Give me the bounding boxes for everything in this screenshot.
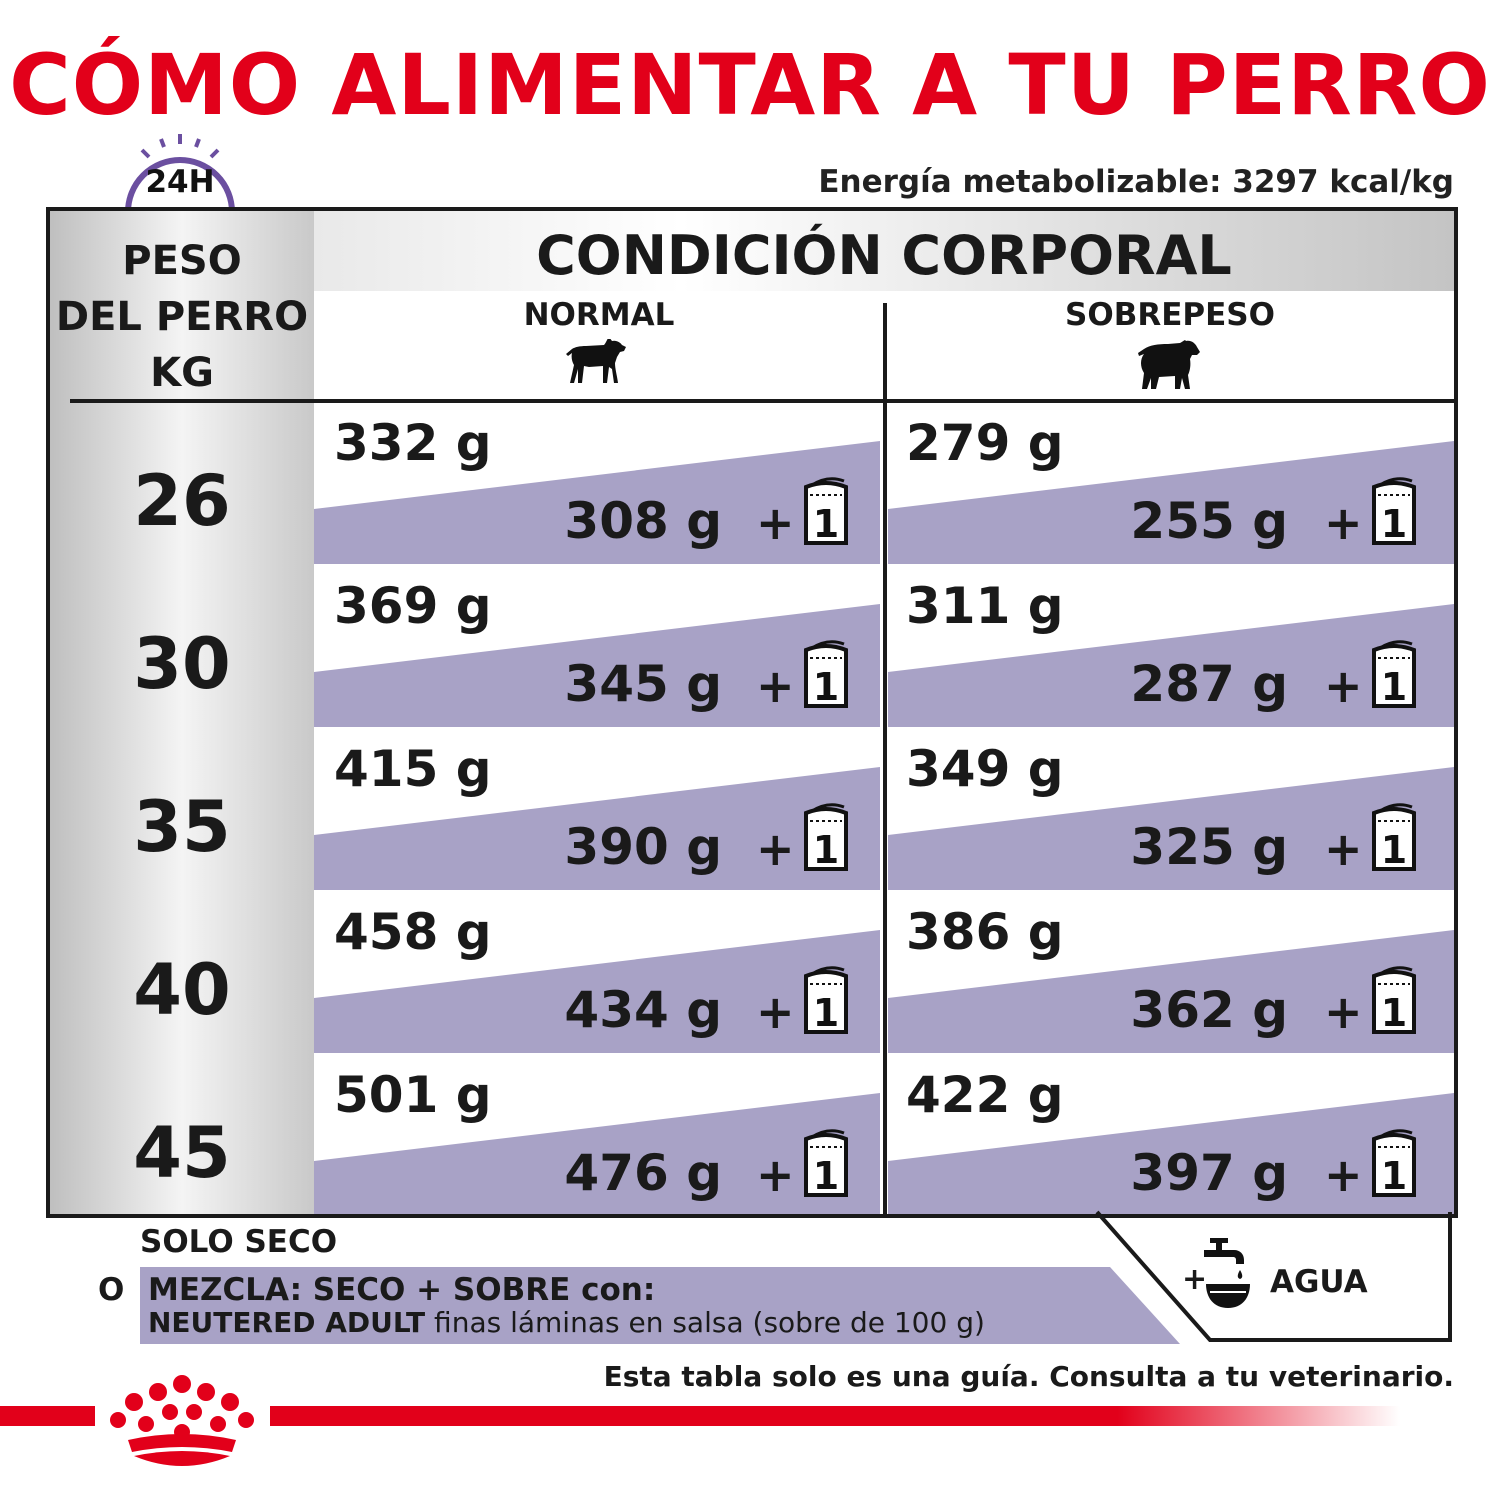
legend-or: O xyxy=(98,1272,125,1308)
normal-plus-sign: + xyxy=(756,822,795,876)
pouch-count: 1 xyxy=(813,665,839,708)
overweight-plus-sign: + xyxy=(1324,822,1363,876)
legend-graphics xyxy=(140,1210,1452,1344)
normal-pouch-icon: 1 xyxy=(804,803,848,871)
weight-kg-value: 30 xyxy=(133,623,231,705)
overweight-mix-amount: 287 g xyxy=(1130,655,1288,713)
overweight-pouch-icon: 1 xyxy=(1372,966,1416,1034)
normal-pouch-icon: 1 xyxy=(804,966,848,1034)
weight-kg-value: 26 xyxy=(133,460,231,542)
normal-pouch-icon: 1 xyxy=(804,640,848,708)
overweight-pouch-icon: 1 xyxy=(1372,803,1416,871)
water-label: AGUA xyxy=(1270,1264,1368,1300)
overweight-mix-band xyxy=(888,767,1454,890)
normal-mix-band xyxy=(314,930,880,1053)
normal-mix-band xyxy=(314,767,880,890)
overweight-dry-amount: 311 g xyxy=(906,577,1064,635)
water-tap-bowl-icon xyxy=(1204,1238,1250,1308)
normal-mix-band xyxy=(314,441,880,564)
overweight-pouch-icon: 1 xyxy=(1372,1129,1416,1197)
normal-plus-sign: + xyxy=(756,1148,795,1202)
condition-header: CONDICIÓN CORPORAL xyxy=(536,224,1232,287)
normal-mix-amount: 434 g xyxy=(564,981,722,1039)
overweight-plus-sign: + xyxy=(1324,496,1363,550)
pouch-count: 1 xyxy=(1381,991,1407,1034)
legend-product-desc: finas láminas en salsa (sobre de 100 g) xyxy=(425,1306,985,1339)
normal-mix-band xyxy=(314,1093,880,1214)
weight-kg-value: 45 xyxy=(133,1112,231,1194)
page-title: CÓMO ALIMENTAR A TU PERRO xyxy=(9,36,1491,134)
overweight-plus-sign: + xyxy=(1324,1148,1363,1202)
overweight-mix-amount: 325 g xyxy=(1130,818,1288,876)
legend-mix-line2: NEUTERED ADULT finas láminas en salsa (s… xyxy=(148,1306,985,1339)
normal-plus-sign: + xyxy=(756,496,795,550)
pouch-count: 1 xyxy=(1381,828,1407,871)
normal-mix-amount: 345 g xyxy=(564,655,722,713)
overweight-dry-amount: 349 g xyxy=(906,740,1064,798)
legend-dry-only: SOLO SECO xyxy=(140,1224,338,1260)
overweight-dry-amount: 386 g xyxy=(906,903,1064,961)
overweight-plus-sign: + xyxy=(1324,659,1363,713)
overweight-mix-band xyxy=(888,1093,1454,1214)
legend-mix-line1: MEZCLA: SECO + SOBRE con: xyxy=(148,1272,656,1308)
column-normal-label: NORMAL xyxy=(523,297,675,333)
pouch-count: 1 xyxy=(813,828,839,871)
weight-kg-value: 35 xyxy=(133,786,231,868)
pouch-count: 1 xyxy=(813,502,839,545)
normal-mix-band xyxy=(314,604,880,727)
legend-product-name: NEUTERED ADULT xyxy=(148,1306,426,1339)
pouch-count: 1 xyxy=(1381,502,1407,545)
column-overweight-label: SOBREPESO xyxy=(1065,297,1275,333)
pouch-count: 1 xyxy=(813,991,839,1034)
normal-plus-sign: + xyxy=(756,659,795,713)
normal-mix-amount: 476 g xyxy=(564,1144,722,1202)
normal-pouch-icon: 1 xyxy=(804,477,848,545)
weight-header-line1: PESO xyxy=(122,238,242,284)
normal-mix-amount: 390 g xyxy=(564,818,722,876)
overweight-mix-amount: 255 g xyxy=(1130,492,1288,550)
normal-plus-sign: + xyxy=(756,985,795,1039)
normal-pouch-icon: 1 xyxy=(804,1129,848,1197)
overweight-dry-amount: 422 g xyxy=(906,1066,1064,1124)
weight-header-line2: DEL PERRO xyxy=(55,294,309,340)
normal-mix-amount: 308 g xyxy=(564,492,722,550)
normal-dry-amount: 369 g xyxy=(334,577,492,635)
overweight-pouch-icon: 1 xyxy=(1372,640,1416,708)
energy-info: Energía metabolizable: 3297 kcal/kg xyxy=(818,164,1454,200)
overweight-mix-band xyxy=(888,930,1454,1053)
overweight-mix-amount: 397 g xyxy=(1130,1144,1288,1202)
weight-header-line3: KG xyxy=(150,350,214,396)
pouch-count: 1 xyxy=(1381,665,1407,708)
normal-dog-icon xyxy=(566,339,626,383)
normal-dry-amount: 415 g xyxy=(334,740,492,798)
overweight-mix-band xyxy=(888,604,1454,727)
column-overweight-header: SOBREPESO xyxy=(886,297,1454,333)
weight-kg-value: 40 xyxy=(133,949,231,1031)
pouch-count: 1 xyxy=(1381,1154,1407,1197)
pouch-count: 1 xyxy=(813,1154,839,1197)
overweight-plus-sign: + xyxy=(1324,985,1363,1039)
overweight-dog-icon xyxy=(1138,340,1200,389)
overweight-dry-amount: 279 g xyxy=(906,414,1064,472)
water-plus: + xyxy=(1182,1262,1208,1297)
footer-disclaimer: Esta tabla solo es una guía. Consulta a … xyxy=(603,1360,1454,1393)
overweight-mix-amount: 362 g xyxy=(1130,981,1288,1039)
overweight-pouch-icon: 1 xyxy=(1372,477,1416,545)
royal-canin-crown-logo xyxy=(110,1375,254,1466)
brand-footer-band xyxy=(0,1406,1400,1426)
table-background xyxy=(50,211,1454,1214)
normal-dry-amount: 332 g xyxy=(334,414,492,472)
clock-label: 24H xyxy=(145,164,215,200)
feeding-table: PESO DEL PERRO KG CONDICIÓN CORPORAL NOR… xyxy=(46,207,1458,1218)
clock-24h-icon xyxy=(125,134,235,213)
normal-dry-amount: 458 g xyxy=(334,903,492,961)
column-normal-header: NORMAL xyxy=(314,297,884,333)
overweight-mix-band xyxy=(888,441,1454,564)
weight-column-header: PESO DEL PERRO KG xyxy=(50,233,314,401)
normal-dry-amount: 501 g xyxy=(334,1066,492,1124)
